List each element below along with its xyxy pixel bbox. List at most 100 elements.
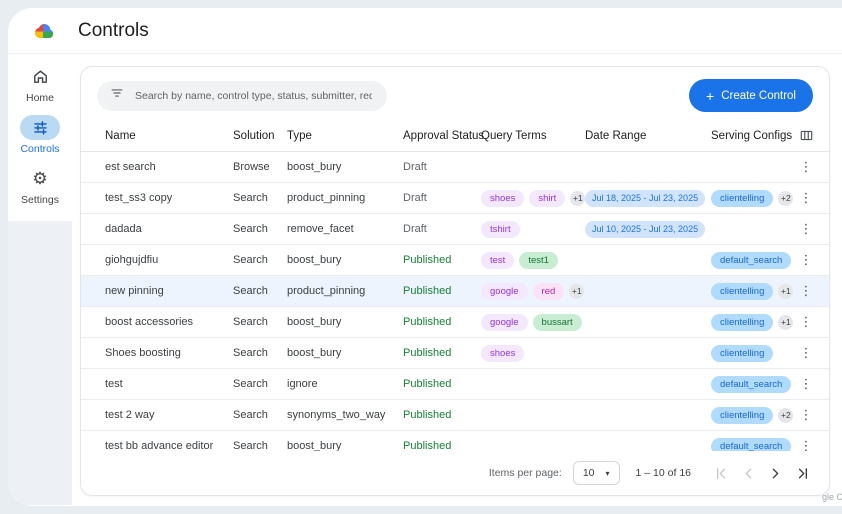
cell-solution: Search <box>233 409 268 421</box>
cell-serving-configs: default_search <box>711 437 795 451</box>
search-box[interactable] <box>97 80 387 111</box>
column-header-solution: Solution <box>233 129 275 142</box>
cell-approval-status: Published <box>403 440 452 451</box>
cell-name: giohgujdfiu <box>105 254 159 266</box>
cell-name: Shoes boosting <box>105 347 181 359</box>
table-row[interactable]: test Search ignore Published default_sea… <box>81 369 829 400</box>
table-row[interactable]: new pinning Search product_pinning Publi… <box>81 276 829 307</box>
filter-icon <box>110 86 124 105</box>
row-menu-button[interactable]: ⋮ <box>794 191 819 206</box>
cell-solution: Search <box>233 378 268 390</box>
sidebar-background-fill <box>8 221 72 505</box>
cell-row-menu: ⋮ <box>795 377 817 392</box>
term-chip: clientelling <box>711 189 774 207</box>
last-page-button[interactable] <box>792 463 813 484</box>
table-toolbar: + Create Control <box>81 67 829 120</box>
row-menu-button[interactable]: ⋮ <box>794 160 819 175</box>
overflow-count-badge: +1 <box>778 314 794 330</box>
table-row[interactable]: test bb advance editor Search boost_bury… <box>81 431 829 451</box>
search-input[interactable] <box>133 88 374 103</box>
controls-table-card: + Create Control Name Solution Type Appr… <box>80 66 830 496</box>
cell-date-range: Jul 18, 2025 - Jul 23, 2025 <box>585 189 711 207</box>
row-menu-button[interactable]: ⋮ <box>794 439 819 452</box>
row-menu-button[interactable]: ⋮ <box>794 284 819 299</box>
cell-row-menu: ⋮ <box>795 408 817 423</box>
cell-row-menu: ⋮ <box>795 346 817 361</box>
row-menu-button[interactable]: ⋮ <box>794 408 819 423</box>
column-header-query-terms: Query Terms <box>481 129 547 142</box>
items-per-page-label: Items per page: <box>488 467 562 479</box>
term-chip: red <box>532 282 565 300</box>
create-control-label: Create Control <box>721 89 796 102</box>
table-row[interactable]: Shoes boosting Search boost_bury Publish… <box>81 338 829 369</box>
cell-query-terms: test test1 <box>481 251 585 269</box>
sidebar-item-controls[interactable]: Controls <box>20 115 60 155</box>
pagination-range: 1 – 10 of 16 <box>635 467 691 479</box>
cell-query-terms: tshirt <box>481 220 585 238</box>
tune-icon <box>20 115 60 140</box>
term-chip: clientelling <box>711 282 774 300</box>
term-chip: test1 <box>519 251 558 269</box>
sidebar-item-settings[interactable]: ⚙ Settings <box>20 166 60 206</box>
cell-serving-configs: clientelling <box>711 344 795 362</box>
table-row[interactable]: test_ss3 copy Search product_pinning Dra… <box>81 183 829 214</box>
term-chip: google <box>481 313 528 331</box>
table-row[interactable]: est search Browse boost_bury Draft ⋮ <box>81 152 829 183</box>
cell-type: boost_bury <box>287 316 342 328</box>
row-menu-button[interactable]: ⋮ <box>794 222 819 237</box>
cell-row-menu: ⋮ <box>795 160 817 175</box>
cell-solution: Search <box>233 347 268 359</box>
row-menu-button[interactable]: ⋮ <box>794 346 819 361</box>
cell-solution: Browse <box>233 161 270 173</box>
sidebar-item-home[interactable]: Home <box>20 64 60 104</box>
cell-name: boost accessories <box>105 316 194 328</box>
main-content: + Create Control Name Solution Type Appr… <box>72 54 842 505</box>
row-menu-button[interactable]: ⋮ <box>794 377 819 392</box>
column-header-approval-status: Approval Status <box>403 129 485 142</box>
cell-approval-status: Draft <box>403 161 427 173</box>
cell-solution: Search <box>233 316 268 328</box>
cell-approval-status: Published <box>403 254 452 266</box>
cell-type: boost_bury <box>287 347 342 359</box>
term-chip: default_search <box>711 437 792 451</box>
first-page-button[interactable] <box>711 463 732 484</box>
table-row[interactable]: giohgujdfiu Search boost_bury Published … <box>81 245 829 276</box>
cell-solution: Search <box>233 223 268 235</box>
page-size-select[interactable]: 10 ▾ <box>572 461 620 485</box>
row-menu-button[interactable]: ⋮ <box>794 253 819 268</box>
column-header-name: Name <box>105 129 136 142</box>
sidebar-item-label: Home <box>25 92 54 104</box>
cell-serving-configs: clientelling +2 <box>711 406 795 424</box>
sidebar-item-label: Controls <box>20 143 60 155</box>
google-cloud-logo-icon <box>30 18 56 44</box>
table-row[interactable]: boost accessories Search boost_bury Publ… <box>81 307 829 338</box>
create-control-button[interactable]: + Create Control <box>689 79 813 112</box>
column-picker-icon[interactable] <box>795 128 817 143</box>
cell-solution: Search <box>233 254 268 266</box>
next-page-button[interactable] <box>765 463 786 484</box>
cell-name: est search <box>105 161 156 173</box>
table-row[interactable]: test 2 way Search synonyms_two_way Publi… <box>81 400 829 431</box>
app-window: Controls Home Controls <box>8 8 842 506</box>
cell-row-menu: ⋮ <box>795 222 817 237</box>
overflow-count-badge: +1 <box>570 190 586 206</box>
chevron-down-icon: ▾ <box>605 468 610 478</box>
term-chip: test <box>481 251 515 269</box>
plus-icon: + <box>706 87 715 104</box>
page-size-value: 10 <box>582 467 595 479</box>
previous-page-button[interactable] <box>738 463 759 484</box>
row-menu-button[interactable]: ⋮ <box>794 315 819 330</box>
cell-query-terms: shoes <box>481 344 585 362</box>
column-header-serving-configs: Serving Configs <box>711 129 793 142</box>
table-row[interactable]: dadada Search remove_facet Draft tshirt … <box>81 214 829 245</box>
cell-serving-configs: clientelling +1 <box>711 313 795 331</box>
cell-type: boost_bury <box>287 161 342 173</box>
term-chip: default_search <box>711 375 792 393</box>
date-range-chip: Jul 18, 2025 - Jul 23, 2025 <box>585 189 706 207</box>
cell-type: boost_bury <box>287 254 342 266</box>
cell-serving-configs: clientelling +2 <box>711 189 795 207</box>
cell-type: remove_facet <box>287 223 354 235</box>
cell-date-range: Jul 10, 2025 - Jul 23, 2025 <box>585 220 711 238</box>
cell-approval-status: Published <box>403 285 452 297</box>
cell-type: boost_bury <box>287 440 342 451</box>
